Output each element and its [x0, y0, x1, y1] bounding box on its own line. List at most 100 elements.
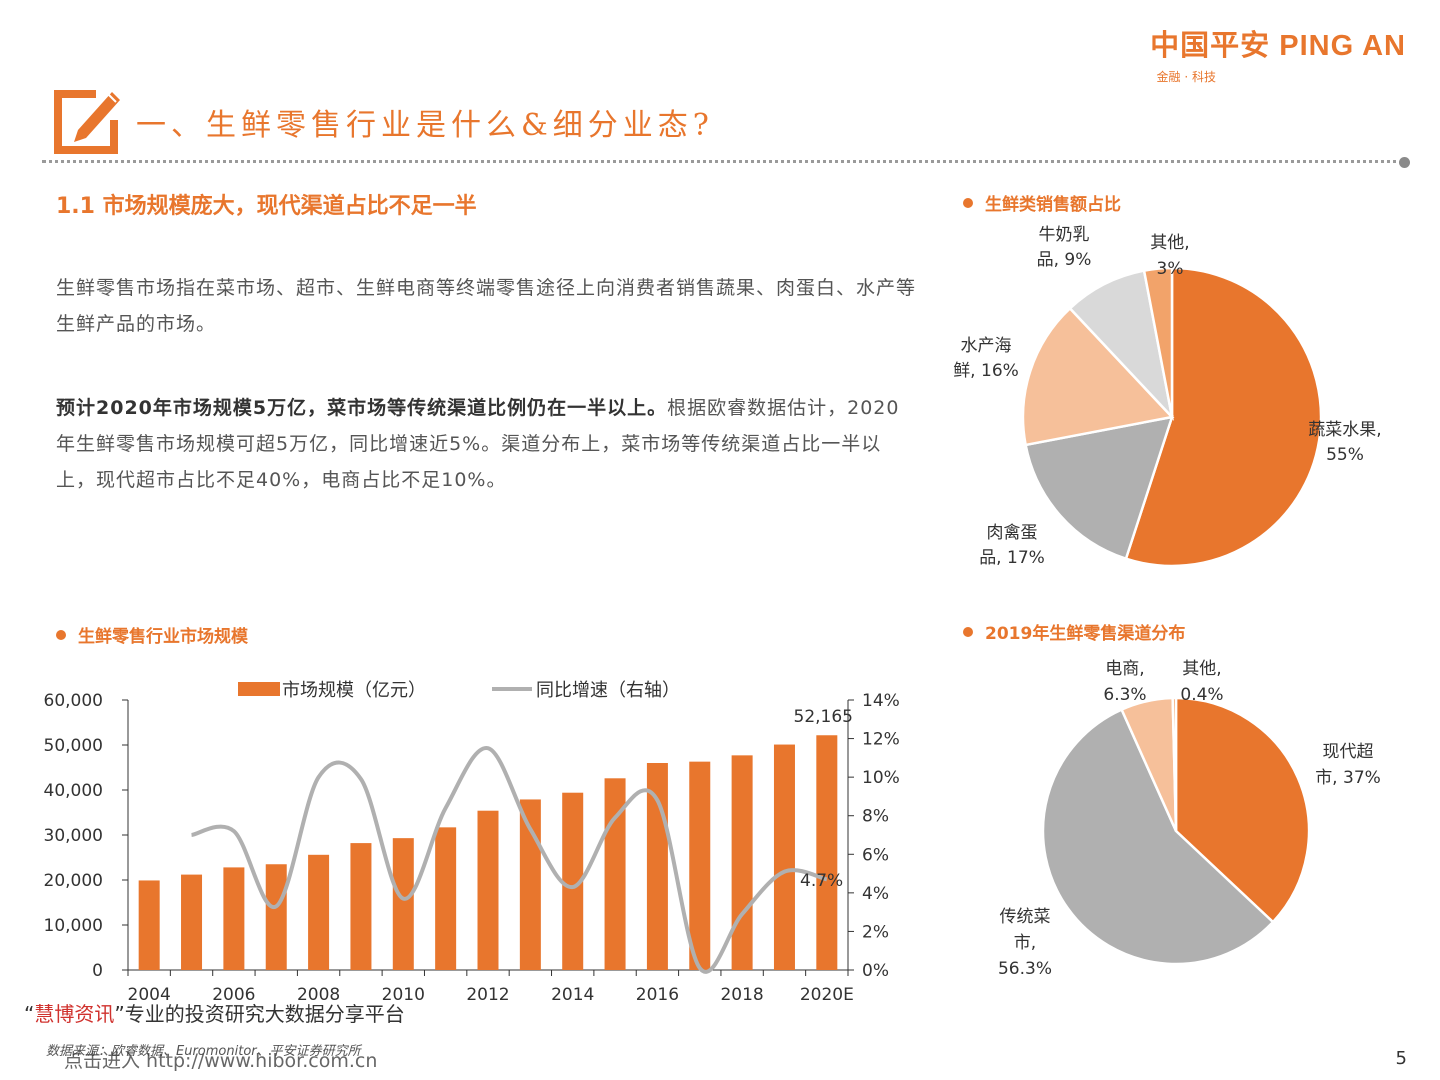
left-tick-label: 40,000 [44, 781, 103, 801]
left-tick-label: 20,000 [44, 871, 103, 891]
growth-rate-line [191, 746, 828, 974]
bar-2013 [519, 799, 541, 970]
slice-label-seafood: 水产海鲜, 16% [953, 336, 1019, 381]
data-source: 数据来源：欧睿数据、Euromonitor、平安证券研究所 [46, 1044, 361, 1059]
right-tick-label: 2% [862, 922, 889, 942]
chart-axes [122, 699, 854, 976]
slice-label-other: 其他, 0.4% [1180, 659, 1223, 705]
pie-slice-0 [1174, 696, 1311, 924]
bar-2011 [435, 827, 457, 970]
pie-slice-3 [1171, 696, 1178, 832]
pencil-note-icon [54, 90, 120, 154]
bar-2008 [308, 854, 330, 970]
tick-labels: 0 10,000 20,000 30,000 40,000 50,000 60,000 0% 2… [44, 691, 900, 1005]
line-series [191, 746, 828, 974]
x-tick-label: 2014 [551, 985, 594, 1005]
right-tick-label: 6% [862, 845, 889, 865]
pie-slice-1 [1024, 415, 1174, 561]
bar-2019 [773, 744, 795, 970]
last-growth-data-label: 4.7% [800, 871, 843, 891]
chart-legend: 市场规模（亿元） 同比增速（右轴） [238, 680, 680, 701]
hibor-link[interactable]: 点击进入 http://www.hibor.com.cn [64, 1050, 378, 1072]
pie-slice-1 [1041, 707, 1275, 966]
pie-slices [1021, 266, 1323, 568]
left-tick-label: 30,000 [44, 826, 103, 846]
right-tick-label: 8% [862, 807, 889, 827]
legend-bar-swatch [238, 682, 280, 696]
slice-label-dairy: 牛奶乳品, 9% [1037, 225, 1092, 270]
right-tick-label: 10% [862, 768, 900, 788]
title-divider [42, 160, 1404, 163]
pie-slice-2 [1021, 306, 1175, 447]
watermark-brand: 慧博资讯 [34, 1002, 115, 1026]
slice-label-supermarket: 现代超市, 37% [1315, 742, 1381, 788]
market-size-combo-chart: 0 10,000 20,000 30,000 40,000 50,000 60,000 0% 2… [44, 680, 900, 1005]
category-share-pie: 蔬菜水果, 55% 肉禽蛋品, 17% 水产海鲜, 16% 牛奶乳品, 9% 其他… [953, 225, 1382, 568]
legend-line-label: 同比增速（右轴） [536, 680, 680, 701]
x-tick-label: 2004 [128, 985, 171, 1005]
watermark: “慧博资讯”专业的投资研究大数据分享平台 [24, 998, 405, 1027]
pie-slice-0 [1124, 266, 1323, 568]
pie-labels: 蔬菜水果, 55% 肉禽蛋品, 17% 水产海鲜, 16% 牛奶乳品, 9% 其他… [953, 225, 1382, 568]
slice-label-other: 其他, 3% [1150, 233, 1189, 279]
pie-slice-4 [1142, 266, 1174, 418]
left-tick-label: 0 [92, 961, 103, 981]
right-tick-label: 4% [862, 884, 889, 904]
bar-2007 [265, 864, 287, 970]
page-number: 5 [1395, 1048, 1407, 1069]
left-tick-label: 50,000 [44, 736, 103, 756]
left-tick-label: 10,000 [44, 916, 103, 936]
watermark-text: ”专业的投资研究大数据分享平台 [114, 1002, 405, 1026]
pie-labels: 现代超市, 37% 传统菜市, 56.3% 电商, 6.3% 其他, 0.4% [998, 659, 1381, 979]
x-tick-label: 2020E [800, 985, 854, 1005]
bar-2018 [731, 755, 753, 970]
paragraph-definition: 生鲜零售市场指在菜市场、超市、生鲜电商等终端零售途径上向消费者销售蔬果、肉蛋白、… [56, 277, 917, 335]
x-tick-label: 2008 [297, 985, 340, 1005]
right-tick-label: 0% [862, 961, 889, 981]
bullet-dot [963, 627, 973, 637]
channel-pie-title-text: 2019年生鲜零售渠道分布 [985, 624, 1186, 644]
slice-label-vegetables: 蔬菜水果, 55% [1308, 420, 1381, 465]
bar-2010 [392, 838, 414, 970]
market-size-chart-title: 生鲜零售行业市场规模 [56, 622, 248, 647]
watermark-open-quote: “ [24, 1002, 35, 1026]
category-pie-title-text: 生鲜类销售额占比 [985, 195, 1121, 215]
bar-2020E [816, 735, 838, 970]
slice-label-meat-eggs: 肉禽蛋品, 17% [979, 523, 1045, 568]
x-tick-label: 2016 [636, 985, 679, 1005]
left-tick-label: 60,000 [44, 691, 103, 711]
pingan-logo: 中国平安 PING AN 金融 · 科技 [1150, 22, 1406, 85]
bar-series [138, 735, 838, 970]
paragraph-estimate-bold: 预计2020年市场规模5万亿，菜市场等传统渠道比例仍在一半以上。 [56, 397, 668, 419]
right-tick-label: 14% [862, 691, 900, 711]
channel-distribution-pie: 现代超市, 37% 传统菜市, 56.3% 电商, 6.3% 其他, 0.4% [998, 659, 1381, 979]
x-tick-label: 2018 [720, 985, 763, 1005]
right-tick-label: 12% [862, 730, 900, 750]
category-pie-title: 生鲜类销售额占比 [963, 190, 1121, 215]
slice-label-wet-market: 传统菜市, 56.3% [998, 907, 1052, 979]
bar-2006 [223, 867, 245, 970]
legend-bar-label: 市场规模（亿元） [282, 680, 426, 701]
page-title: 一、生鲜零售行业是什么&细分业态? [136, 108, 714, 143]
logo-subtext: 金融 · 科技 [1156, 70, 1216, 84]
logo-text: 中国平安 PING AN [1150, 30, 1406, 62]
paragraph-estimate: 预计2020年市场规模5万亿，菜市场等传统渠道比例仍在一半以上。根据欧睿数据估计… [56, 390, 916, 498]
channel-pie-title: 2019年生鲜零售渠道分布 [963, 619, 1185, 644]
bar-2014 [562, 792, 584, 970]
pie-slices [1041, 696, 1311, 966]
bar-2009 [350, 843, 372, 970]
x-tick-label: 2006 [212, 985, 255, 1005]
divider-end-dot [1399, 157, 1410, 168]
last-bar-data-label: 52,165 [794, 707, 853, 727]
pie-slice-3 [1068, 269, 1175, 421]
bar-2012 [477, 810, 499, 970]
slice-label-ecommerce: 电商, 6.3% [1103, 659, 1146, 705]
bullet-dot [963, 198, 973, 208]
bullet-dot [56, 630, 66, 640]
section-heading: 1.1 市场规模庞大，现代渠道占比不足一半 [56, 194, 477, 219]
x-tick-label: 2012 [466, 985, 509, 1005]
bar-2017 [689, 761, 711, 970]
paragraph-estimate-rest: 根据欧睿数据估计，2020年生鲜零售市场规模可超5万亿，同比增速近5%。渠道分布… [56, 397, 900, 491]
x-tick-label: 2010 [382, 985, 425, 1005]
bar-2005 [181, 874, 203, 970]
